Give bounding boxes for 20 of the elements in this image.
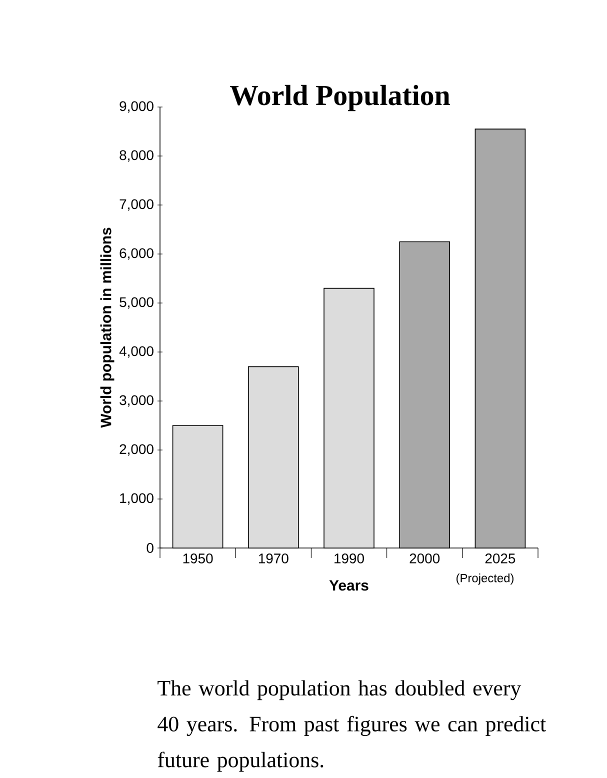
x-tick-label: 1990 xyxy=(334,554,364,564)
chart-title: World Population xyxy=(230,84,450,112)
x-axis-title: Years xyxy=(329,580,368,591)
y-tick-label: 6,000 xyxy=(120,248,154,260)
y-tick-label: 1,000 xyxy=(120,493,154,505)
y-tick-label: 8,000 xyxy=(120,150,154,162)
text: (Projected) xyxy=(456,574,514,585)
y-tick-label: 4,000 xyxy=(119,346,154,358)
y-tick-label: 2,000 xyxy=(120,444,154,456)
y-tick-label: 3,000 xyxy=(120,395,154,407)
y-axis-title: World population in millions xyxy=(100,228,114,428)
text: The world population has doubled every 40 years. From past figures we can predict future populations. xyxy=(158,680,546,772)
x-tick-label: 2025 xyxy=(485,554,516,564)
y-tick-label: 9,000 xyxy=(120,101,154,113)
y-tick-label: 0 xyxy=(146,543,154,553)
y-tick-label: 5,000 xyxy=(120,297,154,309)
x-tick-label: 1950 xyxy=(183,554,213,564)
y-tick-label: 7,000 xyxy=(120,199,154,211)
x-tick-label: 2000 xyxy=(410,554,440,564)
x-tick-label: 1970 xyxy=(258,554,288,564)
